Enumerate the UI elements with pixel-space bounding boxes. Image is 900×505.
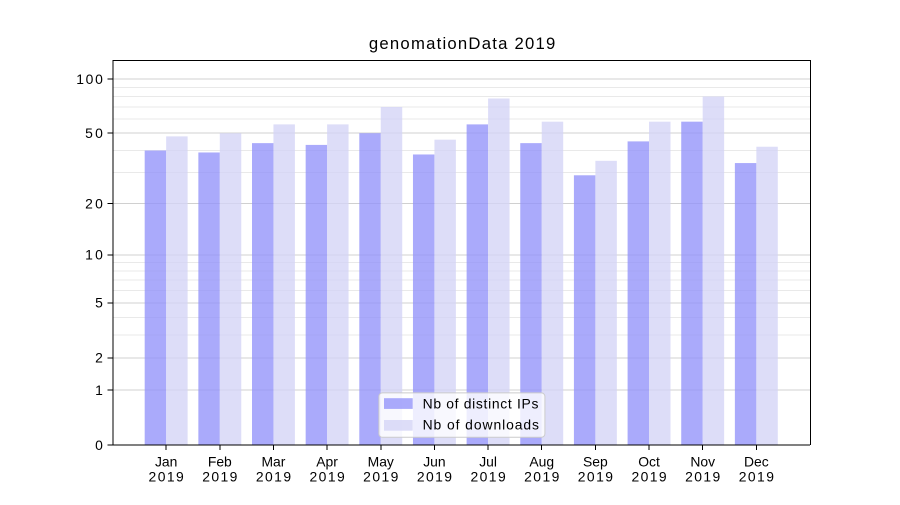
svg-text:Aug: Aug xyxy=(529,454,554,470)
svg-text:2019: 2019 xyxy=(202,469,237,485)
svg-text:20: 20 xyxy=(85,195,103,211)
svg-text:2: 2 xyxy=(95,350,103,366)
svg-text:2019: 2019 xyxy=(310,469,345,485)
svg-text:Apr: Apr xyxy=(316,454,338,470)
svg-text:2019: 2019 xyxy=(631,469,666,485)
svg-text:Jul: Jul xyxy=(479,454,497,470)
svg-text:1: 1 xyxy=(95,382,103,398)
svg-text:Nb of distinct IPs: Nb of distinct IPs xyxy=(423,396,539,412)
svg-text:Sep: Sep xyxy=(583,454,608,470)
svg-text:2019: 2019 xyxy=(256,469,291,485)
svg-text:50: 50 xyxy=(85,125,103,141)
svg-text:Jun: Jun xyxy=(423,454,445,470)
svg-text:2019: 2019 xyxy=(149,469,184,485)
svg-text:0: 0 xyxy=(95,437,103,453)
svg-text:Mar: Mar xyxy=(261,454,285,470)
svg-text:Nov: Nov xyxy=(690,454,715,470)
svg-text:2019: 2019 xyxy=(524,469,559,485)
svg-text:Nb of downloads: Nb of downloads xyxy=(423,416,539,432)
svg-text:2019: 2019 xyxy=(578,469,613,485)
svg-text:2019: 2019 xyxy=(417,469,452,485)
svg-text:Oct: Oct xyxy=(638,454,660,470)
svg-text:May: May xyxy=(368,454,394,470)
svg-text:10: 10 xyxy=(85,247,103,263)
svg-text:Dec: Dec xyxy=(744,454,769,470)
svg-text:100: 100 xyxy=(76,71,103,87)
svg-text:Jan: Jan xyxy=(155,454,177,470)
svg-text:5: 5 xyxy=(95,295,103,311)
svg-text:Feb: Feb xyxy=(208,454,232,470)
svg-text:2019: 2019 xyxy=(363,469,398,485)
svg-text:2019: 2019 xyxy=(470,469,505,485)
svg-text:genomationData 2019: genomationData 2019 xyxy=(369,34,555,53)
svg-text:2019: 2019 xyxy=(739,469,774,485)
svg-text:2019: 2019 xyxy=(685,469,720,485)
